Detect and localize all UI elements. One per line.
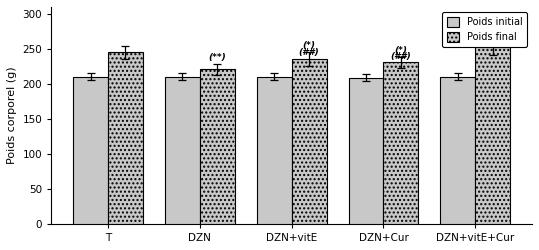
Text: (*): (*) — [302, 41, 316, 50]
Text: (**): (**) — [209, 53, 226, 62]
Legend: Poids initial, Poids final: Poids initial, Poids final — [443, 12, 527, 47]
Bar — [108, 52, 143, 224]
Text: (*): (*) — [486, 27, 499, 36]
Bar — [383, 62, 418, 224]
Text: (##): (##) — [391, 52, 411, 61]
Bar — [440, 77, 475, 224]
Bar — [349, 78, 383, 224]
Bar — [257, 77, 292, 224]
Bar — [200, 69, 235, 224]
Text: (##): (##) — [482, 34, 503, 43]
Bar — [73, 77, 108, 224]
Y-axis label: Poids corporel (g): Poids corporel (g) — [7, 67, 17, 164]
Bar — [292, 60, 327, 224]
Bar — [165, 77, 200, 224]
Bar — [475, 47, 510, 224]
Text: (##): (##) — [299, 48, 320, 57]
Text: (*): (*) — [395, 46, 407, 54]
